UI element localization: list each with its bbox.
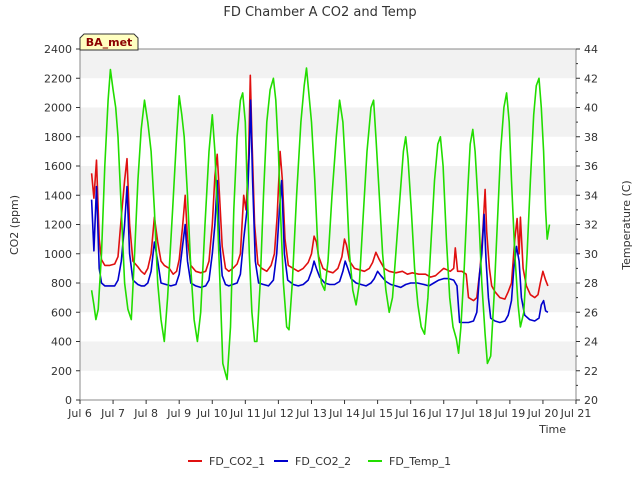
x-tick-label: Jul 9 — [166, 407, 191, 420]
x-tick-label: Jul 21 — [560, 407, 592, 420]
badge-box — [79, 33, 139, 51]
y-tick-label: 1000 — [44, 248, 72, 261]
y-axis-right: 20 22 24 26 28 30 32 34 36 38 40 42 44 — [576, 43, 598, 407]
x-tick-label: Jul 10 — [196, 407, 228, 420]
y-tick-label: 800 — [51, 277, 72, 290]
y2-tick-label: 24 — [584, 336, 598, 349]
y2-tick-label: 44 — [584, 43, 598, 56]
y-tick-label: 600 — [51, 306, 72, 319]
legend: FD_CO2_1 FD_CO2_2 FD_Temp_1 — [188, 455, 451, 468]
x-tick-label: Jul 20 — [527, 407, 559, 420]
series-line-FD_Temp_1 — [90, 67, 551, 381]
grid-band — [80, 312, 576, 342]
grid-band — [80, 341, 576, 371]
y-tick-label: 1400 — [44, 189, 72, 202]
y2-tick-label: 40 — [584, 102, 598, 115]
grid-band — [80, 107, 576, 137]
y-tick-label: 1800 — [44, 131, 72, 144]
x-axis-title: Time — [538, 423, 566, 436]
y2-tick-label: 34 — [584, 189, 598, 202]
series-lines — [90, 67, 551, 381]
x-tick-label: Jul 8 — [133, 407, 158, 420]
y2-tick-label: 32 — [584, 219, 598, 232]
y-axis-left: 0 200 400 600 800 1000 1200 1400 1600 1800 2000 220… — [44, 43, 80, 407]
grid-band — [80, 78, 576, 108]
y-tick-label: 1200 — [44, 219, 72, 232]
y-tick-label: 200 — [51, 365, 72, 378]
y-tick-label: 400 — [51, 336, 72, 349]
x-axis: Jul 6 Jul 7 Jul 8 Jul 9 Jul 10 Jul 11 Jul 12 Ju… — [67, 400, 591, 420]
x-tick-label: Jul 6 — [67, 407, 92, 420]
grid-band — [80, 195, 576, 225]
y2-axis-title: Temperature (C) — [620, 180, 633, 270]
legend-label: FD_CO2_1 — [209, 455, 265, 468]
x-tick-label: Jul 12 — [262, 407, 294, 420]
series-line-FD_CO2_2 — [90, 99, 549, 324]
y2-tick-label: 42 — [584, 72, 598, 85]
y2-tick-label: 36 — [584, 160, 598, 173]
legend-label: FD_CO2_2 — [295, 455, 351, 468]
grid-band — [80, 49, 576, 79]
legend-label: FD_Temp_1 — [389, 455, 451, 468]
y2-tick-label: 26 — [584, 306, 598, 319]
y-tick-label: 2200 — [44, 72, 72, 85]
y-axis-title: CO2 (ppm) — [8, 195, 21, 255]
y2-tick-label: 28 — [584, 277, 598, 290]
grid-band — [80, 370, 576, 400]
badge-label: BA_met — [86, 36, 133, 49]
x-tick-label: Jul 16 — [394, 407, 426, 420]
y-tick-label: 0 — [65, 394, 72, 407]
y-tick-label: 1600 — [44, 160, 72, 173]
x-tick-label: Jul 17 — [427, 407, 459, 420]
grid-band — [80, 166, 576, 196]
y-tick-label: 2400 — [44, 43, 72, 56]
y2-tick-label: 30 — [584, 248, 598, 261]
grid-band — [80, 136, 576, 166]
y2-tick-label: 22 — [584, 365, 598, 378]
x-tick-label: Jul 18 — [460, 407, 492, 420]
series-line-FD_CO2_1 — [90, 74, 549, 302]
chart-title: FD Chamber A CO2 and Temp — [223, 5, 416, 20]
x-tick-label: Jul 15 — [361, 407, 393, 420]
x-tick-label: Jul 19 — [493, 407, 525, 420]
y2-tick-label: 38 — [584, 131, 598, 144]
y-tick-label: 2000 — [44, 102, 72, 115]
y2-tick-label: 20 — [584, 394, 598, 407]
x-tick-label: Jul 14 — [328, 407, 360, 420]
x-tick-label: Jul 11 — [229, 407, 261, 420]
x-tick-label: Jul 13 — [295, 407, 327, 420]
badge: BA_met — [79, 33, 139, 51]
x-tick-label: Jul 7 — [100, 407, 125, 420]
